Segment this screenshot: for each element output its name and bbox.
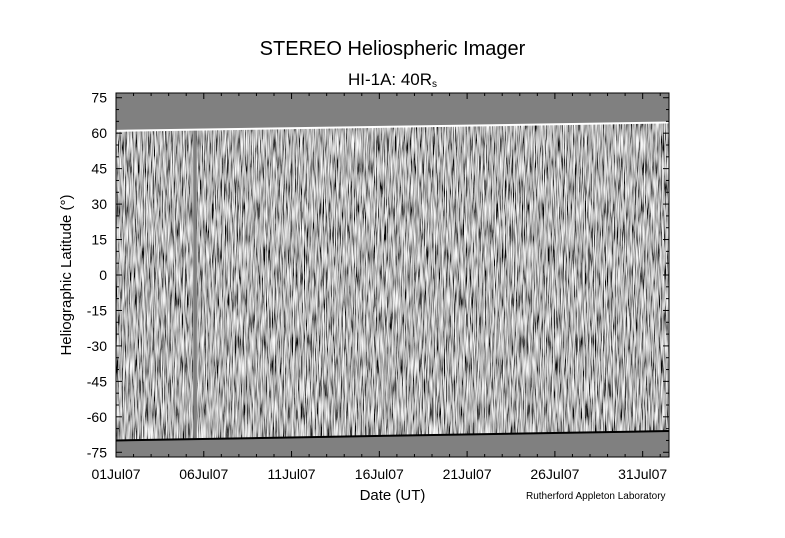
chart-title: STEREO Heliospheric Imager xyxy=(259,38,526,60)
y-tick-label-5: 0 xyxy=(99,267,107,283)
y-axis-label: Heliographic Latitude (°) xyxy=(58,194,75,355)
y-tick-label-1: 60 xyxy=(91,125,107,141)
chart-subtitle: HI-1A: 40Rs xyxy=(347,70,438,90)
y-tick-label-7: -30 xyxy=(87,338,107,354)
y-tick-label-9: -60 xyxy=(87,409,107,425)
x-tick-label-0: 01Jul07 xyxy=(91,466,140,482)
x-tick-label-5: 26Jul07 xyxy=(530,466,579,482)
x-tick-label-3: 16Jul07 xyxy=(355,466,404,482)
x-tick-label-4: 21Jul07 xyxy=(443,466,492,482)
top-coverage-edge xyxy=(115,121,670,132)
x-axis-label: Date (UT) xyxy=(360,487,426,504)
y-tick-label-6: -15 xyxy=(87,302,107,318)
y-tick-label-0: 75 xyxy=(91,90,107,106)
data-gap xyxy=(193,122,197,441)
y-tick-label-2: 45 xyxy=(91,161,107,177)
y-tick-label-4: 15 xyxy=(91,232,107,248)
y-tick-label-8: -45 xyxy=(87,373,107,389)
y-tick-label-3: 30 xyxy=(91,196,107,212)
credit-label: Rutherford Appleton Laboratory xyxy=(526,491,666,502)
image-data-region xyxy=(116,122,669,441)
bottom-coverage-edge xyxy=(115,430,670,442)
x-tick-label-1: 06Jul07 xyxy=(179,466,228,482)
x-tick-label-6: 31Jul07 xyxy=(618,466,667,482)
y-tick-label-10: -75 xyxy=(87,444,107,460)
x-tick-label-2: 11Jul07 xyxy=(268,466,316,482)
